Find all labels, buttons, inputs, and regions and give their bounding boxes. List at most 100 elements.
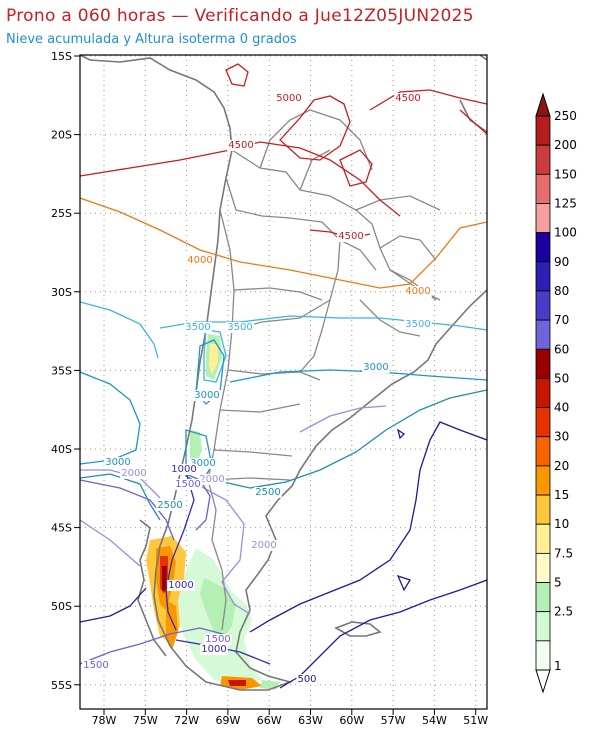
colorbar-label: 5	[554, 576, 562, 590]
isotherm-label: 2000	[251, 540, 276, 551]
colorbar-label: 90	[554, 255, 569, 269]
latitude-axis: 15S 20S 25S 30S 35S 40S 45S 50S 55S	[51, 50, 80, 692]
lon-tick-label: 75W	[133, 714, 158, 727]
colorbar-label: 30	[554, 430, 569, 444]
isotherm-label: 3000	[105, 457, 130, 468]
lon-tick-label: 60W	[339, 714, 364, 727]
colorbar-label: 1	[554, 659, 562, 673]
isotherm-label-bg	[167, 580, 195, 591]
isotherm-label-bg	[394, 93, 422, 104]
colorbar-segment	[535, 552, 551, 583]
colorbar-segment	[535, 261, 551, 292]
isotherm-label: 2500	[157, 500, 182, 511]
lat-tick-label: 15S	[51, 50, 72, 63]
colorbar-label: 70	[554, 313, 569, 327]
colorbar-label: 7.5	[554, 546, 573, 560]
colorbar-segment	[535, 611, 551, 642]
isotherm-label: 2500	[255, 487, 280, 498]
isotherm-label-bg	[275, 93, 303, 104]
map-frame	[79, 54, 488, 710]
isotherm-label: 3000	[194, 390, 219, 401]
lon-tick-label: 78W	[92, 714, 117, 727]
isotherm-label-bg	[404, 286, 432, 297]
isotherm-label: 4500	[395, 93, 420, 104]
longitude-axis: 78W 75W 72W 69W 66W 63W 60W 57W 54W 51W	[92, 709, 488, 727]
political-borders	[207, 109, 441, 631]
colorbar-segment	[535, 436, 551, 467]
colorbar-segment	[535, 582, 551, 613]
colorbar-label: 10	[554, 517, 569, 531]
colorbar-label: 20	[554, 459, 569, 473]
isotherm-label-bg	[296, 674, 318, 685]
isotherm-label-bg	[184, 322, 212, 333]
colorbar-segment	[535, 348, 551, 379]
isotherm-label: 2000	[199, 474, 224, 485]
isotherm-label-bg	[254, 487, 282, 498]
lon-tick-label: 54W	[422, 714, 447, 727]
colorbar-label: 250	[554, 109, 577, 123]
colorbar-label: 15	[554, 488, 569, 502]
isotherm-label: 5000	[276, 93, 301, 104]
isotherm-label: 3000	[190, 458, 215, 469]
colorbar-label: 60	[554, 342, 569, 356]
lon-tick-label: 51W	[463, 714, 488, 727]
colorbar-label: 40	[554, 401, 569, 415]
map-area	[80, 55, 487, 709]
isotherm-label: 1500	[175, 479, 200, 490]
colorbar-segment	[535, 319, 551, 350]
isotherm-label: 3000	[363, 362, 388, 373]
isotherm-label-bg	[170, 464, 198, 475]
lon-tick-label: 57W	[381, 714, 406, 727]
isotherm-label: 1000	[171, 464, 196, 475]
colorbar-label: 100	[554, 226, 577, 240]
coastline	[80, 55, 487, 691]
isotherm-label: 3500	[185, 322, 210, 333]
isotherm-label: 4000	[187, 255, 212, 266]
isotherm-label: 1000	[201, 644, 226, 655]
isotherm-label-bg	[250, 540, 278, 551]
colorbar-bottom-arrow	[535, 669, 551, 694]
isotherm-labels: 5000 4500 4500 4500 4000 4000 3500 3500 3500 3000…	[82, 93, 432, 685]
isotherm-label: 1500	[83, 660, 108, 671]
colorbar-segment	[535, 173, 551, 204]
map-subtitle: Nieve acumulada y Altura isoterma 0 grad…	[6, 32, 297, 47]
lat-tick-label: 20S	[51, 129, 72, 142]
isotherm-label: 4000	[405, 286, 430, 297]
colorbar-segment	[535, 494, 551, 525]
isotherm-label: 2000	[121, 468, 146, 479]
isotherm-label-bg	[189, 458, 217, 469]
colorbar-top-arrow	[535, 92, 551, 117]
isotherm-label-bg	[186, 255, 214, 266]
colorbar-label: 200	[554, 138, 577, 152]
isotherm-label: 3500	[227, 322, 252, 333]
lat-tick-label: 45S	[51, 522, 72, 535]
lon-tick-label: 69W	[215, 714, 240, 727]
isotherm-label-bg	[204, 634, 232, 645]
colorbar: 250 200 150 125 100 90 80 70 60 50 40 30 20 15 10 7.5 5 2…	[535, 92, 577, 694]
colorbar-label: 50	[554, 371, 569, 385]
colorbar-segment	[535, 523, 551, 554]
isotherm-label-bg	[404, 319, 432, 330]
isotherm-label-bg	[120, 468, 148, 479]
colorbar-segment	[535, 232, 551, 263]
lon-tick-label: 66W	[257, 714, 282, 727]
colorbar-segment	[535, 378, 551, 408]
isotherm-label: 1500	[205, 634, 230, 645]
isotherm-label: 500	[297, 674, 316, 685]
colorbar-segment	[535, 115, 551, 146]
lat-tick-label: 50S	[51, 600, 72, 613]
lat-tick-label: 55S	[51, 679, 72, 692]
lat-tick-label: 30S	[51, 286, 72, 299]
lat-tick-label: 35S	[51, 364, 72, 377]
isotherm-label-bg	[337, 231, 365, 242]
colorbar-segment	[535, 640, 551, 671]
isotherm-label-bg	[226, 322, 254, 333]
isotherm-label: 4500	[338, 231, 363, 242]
colorbar-label: 2.5	[554, 605, 573, 619]
colorbar-segment	[535, 465, 551, 496]
isotherm-label-bg	[362, 362, 390, 373]
lat-tick-label: 25S	[51, 207, 72, 220]
lon-tick-label: 63W	[298, 714, 323, 727]
isotherm-label-bg	[156, 500, 184, 511]
